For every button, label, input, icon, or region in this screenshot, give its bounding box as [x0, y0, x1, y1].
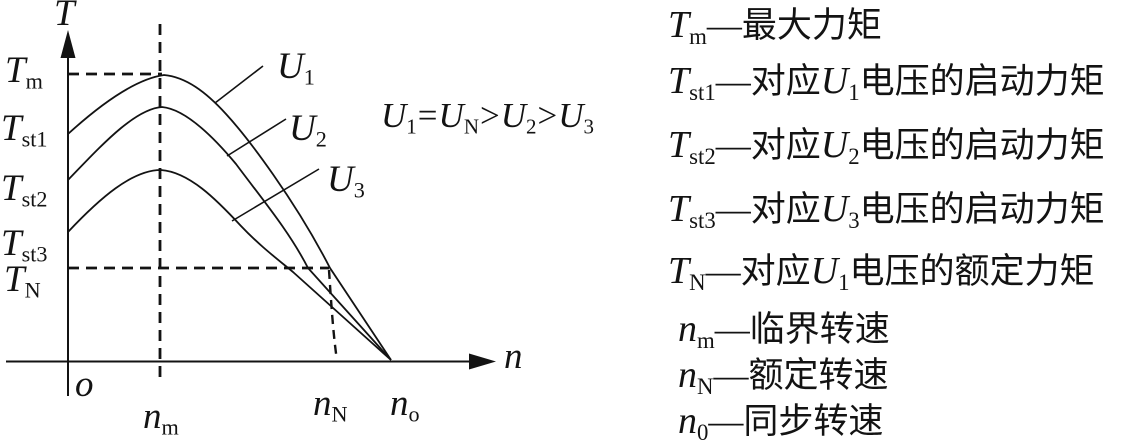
- y-tick-tst2: Tst2: [1, 168, 48, 212]
- curve-u1: [67, 74, 392, 361]
- leader-u3: [231, 168, 320, 222]
- y-tick-tm: Tm: [5, 50, 43, 94]
- x-tick-nm: nm: [143, 396, 179, 440]
- nn-dashed-guide: [327, 269, 338, 358]
- legend-item-tst3: Tst3—对应U3电压的启动力矩: [668, 188, 1105, 233]
- symbol-legend: Tm—最大力矩 Tst1—对应U1电压的启动力矩 Tst2—对应U2电压的启动力…: [660, 0, 1147, 445]
- legend-item-tst2: Tst2—对应U2电压的启动力矩: [668, 124, 1105, 169]
- origin-label: o: [75, 364, 94, 405]
- curve-u3: [67, 169, 392, 361]
- y-tick-tst3: Tst3: [1, 223, 48, 267]
- legend-item-tm: Tm—最大力矩: [668, 4, 882, 49]
- curve-label-u2: U2: [289, 108, 327, 152]
- x-tick-nn: nN: [313, 383, 348, 427]
- leader-u1: [214, 65, 264, 104]
- y-tick-tn: TN: [4, 259, 41, 303]
- y-axis-arrow-icon: [60, 30, 76, 58]
- y-tick-tst1: Tst1: [1, 108, 48, 152]
- voltage-order-formula: U1=UN>U2>U3: [381, 96, 595, 139]
- legend-item-n0: n0—同步转速: [678, 400, 884, 445]
- curve-u2: [67, 106, 392, 361]
- legend-item-nm: nm—临界转速: [678, 308, 890, 353]
- legend-item-tn: TN—对应U1电压的额定力矩: [668, 250, 1095, 295]
- legend-item-nn: nN—额定转速: [678, 354, 889, 399]
- curve-label-u1: U1: [277, 46, 315, 90]
- curve-label-u3: U3: [327, 159, 365, 203]
- y-axis-title: T: [54, 0, 75, 34]
- x-tick-no: no: [390, 383, 420, 427]
- leader-u2: [226, 118, 287, 157]
- x-axis-title: n: [504, 336, 523, 377]
- torque-speed-chart: T n o Tm Tst1 Tst2 Tst3 TN nm nN no: [1, 0, 595, 440]
- chart-canvas: [6, 24, 496, 396]
- legend-item-tst1: Tst1—对应U1电压的启动力矩: [668, 60, 1105, 105]
- x-axis-arrow-icon: [469, 353, 496, 370]
